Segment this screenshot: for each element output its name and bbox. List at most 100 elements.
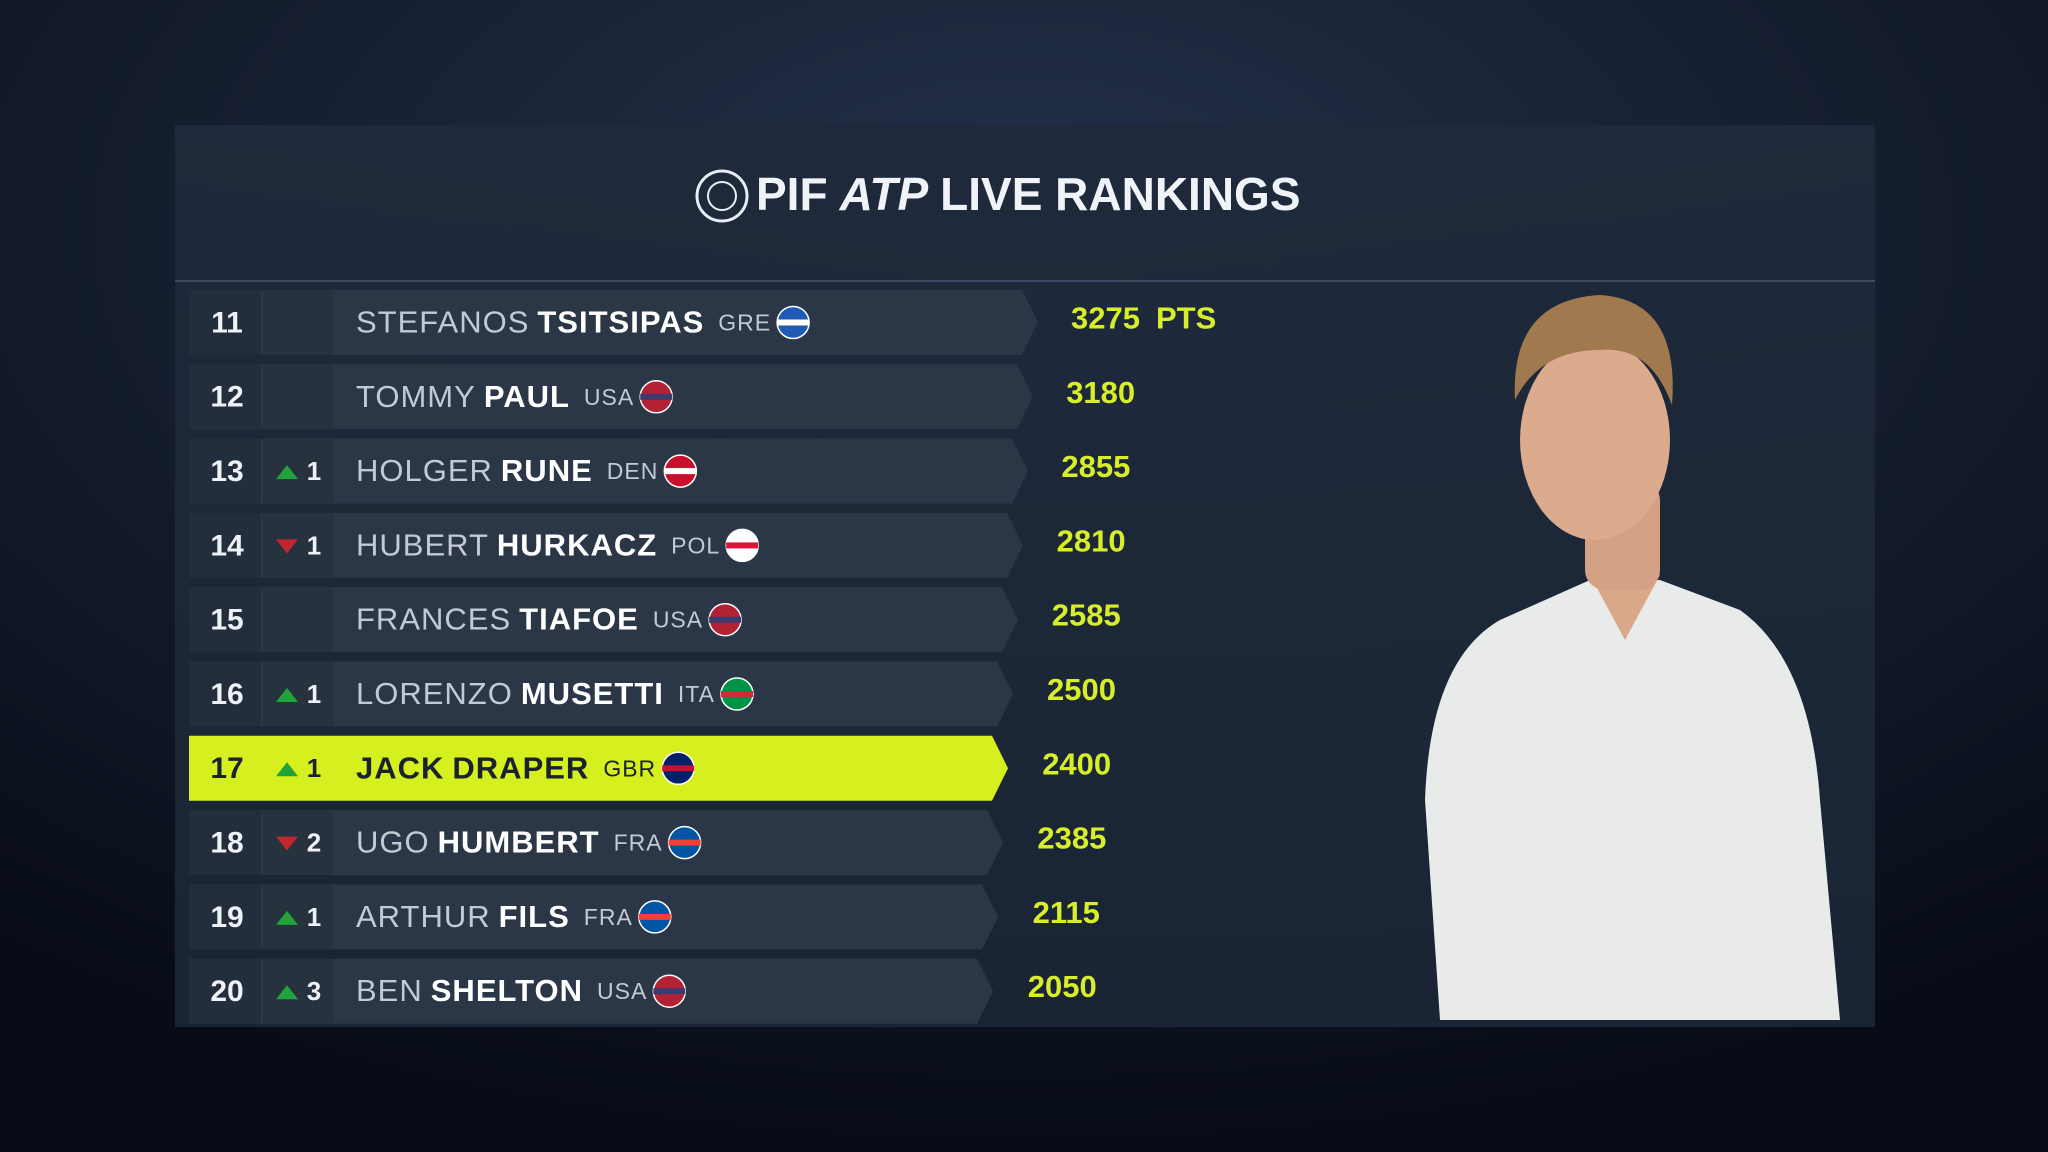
arrow-down — [276, 836, 298, 851]
player-name: JACK DRAPER GBR — [356, 750, 656, 785]
points-value: 2385 — [1037, 821, 1106, 856]
rank-box — [189, 810, 261, 876]
rank-box — [189, 884, 261, 950]
flag — [720, 677, 754, 711]
first-name: UGO — [356, 825, 430, 860]
rank: 15 — [210, 604, 243, 637]
points: 3180 — [1066, 375, 1135, 410]
move-box — [263, 661, 333, 727]
last-name: MUSETTI — [521, 676, 664, 711]
country: GBR — [603, 755, 656, 781]
arrow-up — [276, 465, 298, 480]
country: USA — [584, 384, 634, 410]
flag-stripe — [640, 393, 673, 400]
country: USA — [597, 978, 647, 1004]
arrow-down — [276, 539, 298, 554]
rank: 18 — [210, 827, 243, 860]
flag — [661, 751, 695, 786]
flag-stripe — [638, 913, 671, 920]
rank: 13 — [210, 455, 243, 488]
rank-box — [189, 364, 261, 430]
flag-stripe — [709, 616, 742, 623]
logo — [695, 169, 749, 223]
move-amount: 1 — [307, 530, 321, 560]
row-bar — [189, 958, 993, 1024]
points-value: 2115 — [1033, 895, 1100, 930]
player-name: BEN SHELTON USA — [356, 973, 647, 1008]
row-bar — [189, 661, 1013, 727]
flag-stripe — [777, 319, 810, 326]
points: 2855 — [1061, 449, 1130, 484]
row-bar — [189, 290, 1038, 355]
flag-stripe — [662, 765, 695, 772]
first-name: ARTHUR — [356, 899, 491, 934]
flag — [725, 528, 759, 563]
rank: 19 — [210, 901, 243, 934]
points: 3275 PTS — [1071, 301, 1216, 336]
first-name: FRANCES — [356, 602, 511, 637]
points-value: 2855 — [1061, 449, 1130, 484]
ranking-row: 19 1 ARTHUR FILS FRA 2115 — [189, 884, 1100, 950]
player-name: LORENZO MUSETTI ITA — [356, 676, 715, 711]
ranking-row: 17 1 JACK DRAPER GBR 2400 — [189, 735, 1111, 801]
points-value: 3180 — [1066, 375, 1135, 410]
flag — [708, 602, 742, 637]
last-name: HURKACZ — [497, 528, 657, 563]
flag-stripe — [653, 988, 686, 995]
rank-box — [189, 438, 261, 504]
ranking-row: 15 FRANCES TIAFOE USA 2585 — [189, 587, 1121, 653]
row-bar — [189, 438, 1028, 504]
points: 2050 — [1028, 969, 1097, 1004]
player-name: STEFANOS TSITSIPAS GRE — [356, 305, 771, 340]
country: USA — [653, 607, 703, 633]
country: GRE — [718, 310, 771, 336]
country: ITA — [678, 681, 715, 707]
player-name: FRANCES TIAFOE USA — [356, 602, 703, 637]
move-amount: 1 — [307, 679, 321, 709]
country: DEN — [607, 458, 659, 484]
first-name: JACK — [356, 750, 444, 785]
first-name: BEN — [356, 973, 423, 1008]
first-name: LORENZO — [356, 676, 513, 711]
rank: 14 — [210, 529, 244, 562]
row-bar — [189, 587, 1018, 653]
move-amount: 1 — [307, 456, 321, 486]
arrow-up — [276, 910, 298, 925]
first-name: STEFANOS — [356, 305, 529, 340]
arrow-up — [276, 688, 298, 702]
arrow-up — [276, 985, 298, 1000]
row-bar — [189, 884, 998, 950]
points: 2400 — [1042, 746, 1111, 781]
move-box — [263, 512, 333, 578]
first-name: TOMMY — [356, 379, 476, 414]
flag — [638, 900, 672, 934]
last-name: TIAFOE — [519, 602, 639, 637]
flag — [776, 305, 810, 340]
arrow-up — [276, 762, 298, 777]
flag-stripe — [721, 691, 753, 697]
points-value: 2050 — [1028, 969, 1097, 1004]
points: 2810 — [1057, 524, 1126, 559]
player-name: TOMMY PAUL USA — [356, 379, 634, 414]
player-name: ARTHUR FILS FRA — [356, 899, 633, 934]
points: 2585 — [1052, 598, 1121, 633]
points-value: 2500 — [1047, 672, 1116, 707]
ranking-row: 11 STEFANOS TSITSIPAS GRE 3275 PTS — [189, 290, 1216, 355]
move-box — [263, 810, 333, 876]
ranking-row: 13 1 HOLGER RUNE DEN 2855 — [189, 438, 1130, 504]
row-bar — [189, 512, 1023, 578]
title: PIF ATP LIVE RANKINGS — [756, 168, 1301, 220]
player-name: HUBERT HURKACZ POL — [356, 528, 720, 563]
rank: 12 — [210, 381, 243, 414]
flag — [667, 825, 702, 860]
move-box — [263, 884, 333, 950]
flag-stripe — [726, 542, 759, 549]
move-amount: 3 — [307, 976, 321, 1006]
rank-box — [189, 512, 261, 578]
first-name: HOLGER — [356, 453, 493, 488]
points-value: 2585 — [1052, 598, 1121, 633]
move-box — [263, 290, 333, 355]
flag — [652, 974, 687, 1008]
ranking-rows: 1 1 STEFANOS TSITSIPAS GRE 3275 PTS 12 TOMMY PAUL… — [189, 290, 1216, 1024]
